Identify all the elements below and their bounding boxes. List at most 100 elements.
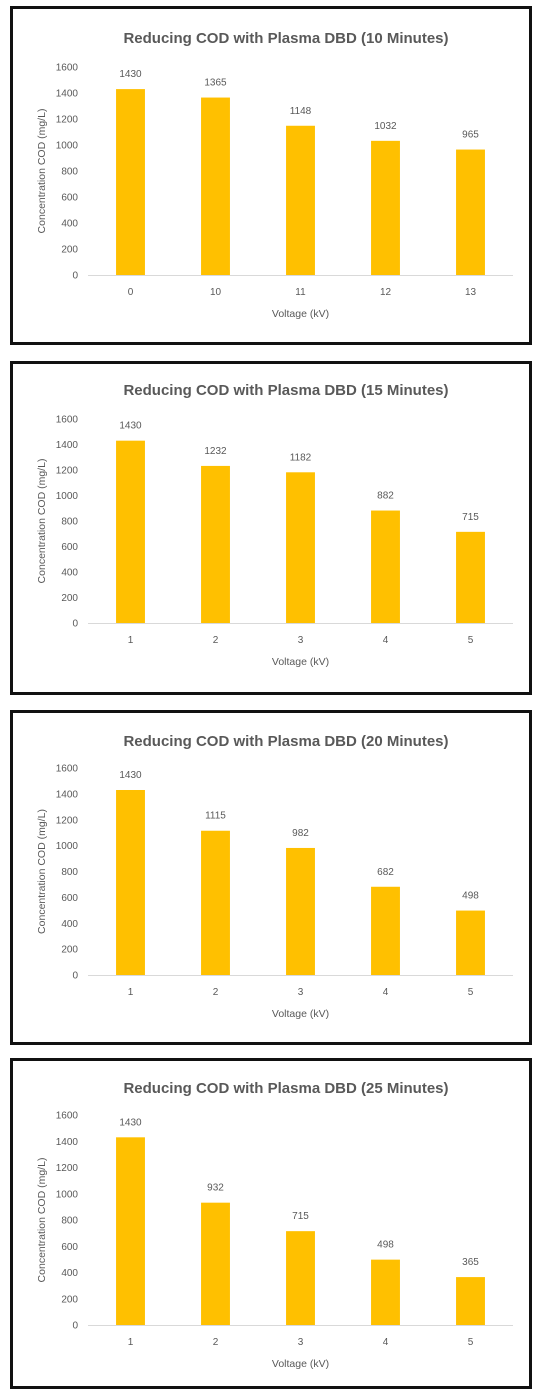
data-label: 1148	[290, 106, 312, 117]
y-tick-label: 400	[61, 1268, 78, 1279]
x-tick-label: 2	[213, 635, 219, 646]
bar	[286, 472, 315, 623]
bar	[371, 140, 400, 275]
data-label: 715	[462, 512, 479, 523]
y-tick-label: 0	[72, 619, 78, 630]
bar	[286, 847, 315, 975]
x-tick-label: 0	[128, 287, 134, 298]
y-tick-label: 1600	[56, 1111, 79, 1122]
y-tick-label: 200	[61, 945, 78, 956]
x-tick-label: 13	[465, 287, 477, 298]
y-tick-label: 1000	[56, 841, 79, 852]
y-tick-label: 0	[72, 271, 78, 282]
y-tick-label: 1000	[56, 1189, 79, 1200]
y-tick-label: 400	[61, 919, 78, 930]
data-label: 1182	[290, 452, 312, 463]
y-tick-label: 1000	[56, 491, 79, 502]
x-tick-label: 1	[128, 1337, 134, 1348]
x-tick-label: 4	[383, 635, 389, 646]
bar	[201, 1202, 230, 1325]
y-axis-title: Concentration COD (mg/L)	[36, 809, 48, 934]
chart-panel-20-minutes: Reducing COD with Plasma DBD (20 Minutes…	[10, 710, 532, 1045]
bar-chart: Reducing COD with Plasma DBD (20 Minutes…	[36, 733, 513, 1020]
y-tick-label: 800	[61, 867, 78, 878]
x-tick-label: 1	[128, 635, 134, 646]
y-tick-label: 600	[61, 893, 78, 904]
data-label: 498	[462, 891, 479, 902]
y-tick-label: 800	[61, 167, 78, 178]
y-tick-label: 800	[61, 1216, 78, 1227]
x-tick-label: 10	[210, 287, 222, 298]
data-label: 932	[207, 1183, 224, 1194]
data-label: 682	[377, 867, 394, 878]
x-tick-label: 2	[213, 1337, 219, 1348]
y-axis-title: Concentration COD (mg/L)	[36, 109, 48, 234]
bar-chart: Reducing COD with Plasma DBD (10 Minutes…	[36, 30, 513, 320]
y-tick-label: 1600	[56, 415, 79, 426]
x-tick-label: 3	[298, 1337, 304, 1348]
x-tick-label: 1	[128, 987, 134, 998]
bar-chart: Reducing COD with Plasma DBD (15 Minutes…	[36, 382, 513, 668]
bar	[371, 510, 400, 623]
x-tick-label: 12	[380, 287, 392, 298]
y-tick-label: 200	[61, 1294, 78, 1305]
data-label: 1232	[204, 446, 227, 457]
x-tick-label: 3	[298, 987, 304, 998]
x-tick-label: 4	[383, 1337, 389, 1348]
bar	[286, 125, 315, 275]
bar	[456, 1277, 485, 1325]
data-label: 1115	[205, 811, 226, 822]
data-label: 1430	[119, 69, 142, 80]
y-tick-label: 0	[72, 1321, 78, 1332]
y-tick-label: 1600	[56, 764, 79, 775]
chart-title: Reducing COD with Plasma DBD (10 Minutes…	[123, 30, 448, 47]
data-label: 882	[377, 491, 394, 502]
chart-title: Reducing COD with Plasma DBD (20 Minutes…	[123, 733, 448, 750]
y-tick-label: 1200	[56, 115, 79, 126]
x-tick-label: 5	[468, 1337, 474, 1348]
y-tick-label: 1600	[56, 63, 79, 74]
y-tick-label: 1200	[56, 815, 79, 826]
x-tick-label: 5	[468, 635, 474, 646]
data-label: 1430	[119, 421, 142, 432]
bar-chart: Reducing COD with Plasma DBD (25 Minutes…	[36, 1080, 513, 1370]
x-axis-title: Voltage (kV)	[272, 308, 329, 320]
data-label: 1365	[204, 78, 227, 89]
y-tick-label: 800	[61, 517, 78, 528]
bar	[456, 531, 485, 623]
y-axis-title: Concentration COD (mg/L)	[36, 459, 48, 584]
bar	[116, 789, 145, 975]
bar	[456, 149, 485, 275]
bar	[116, 440, 145, 623]
data-label: 715	[292, 1211, 309, 1222]
x-axis-title: Voltage (kV)	[272, 1358, 329, 1370]
chart-panel-15-minutes: Reducing COD with Plasma DBD (15 Minutes…	[10, 361, 532, 695]
y-tick-label: 1200	[56, 466, 79, 477]
y-tick-label: 1400	[56, 789, 79, 800]
data-label: 982	[292, 828, 309, 839]
bar	[201, 465, 230, 623]
x-tick-label: 11	[295, 287, 306, 298]
x-tick-label: 5	[468, 987, 474, 998]
bar	[456, 910, 485, 975]
data-label: 965	[462, 130, 479, 141]
bar	[371, 1259, 400, 1325]
chart-panel-25-minutes: Reducing COD with Plasma DBD (25 Minutes…	[10, 1058, 532, 1389]
y-axis-title: Concentration COD (mg/L)	[36, 1158, 48, 1283]
y-tick-label: 0	[72, 971, 78, 982]
y-tick-label: 200	[61, 245, 78, 256]
y-tick-label: 400	[61, 219, 78, 230]
bar	[371, 886, 400, 975]
data-label: 498	[377, 1240, 394, 1251]
data-label: 1032	[374, 121, 397, 132]
bar	[116, 89, 145, 275]
bar	[201, 830, 230, 975]
x-tick-label: 2	[213, 987, 219, 998]
x-axis-title: Voltage (kV)	[272, 1008, 329, 1020]
bar	[286, 1231, 315, 1325]
data-label: 1430	[119, 770, 142, 781]
y-tick-label: 1400	[56, 440, 79, 451]
y-tick-label: 1400	[56, 89, 79, 100]
y-tick-label: 400	[61, 568, 78, 579]
x-tick-label: 3	[298, 635, 304, 646]
